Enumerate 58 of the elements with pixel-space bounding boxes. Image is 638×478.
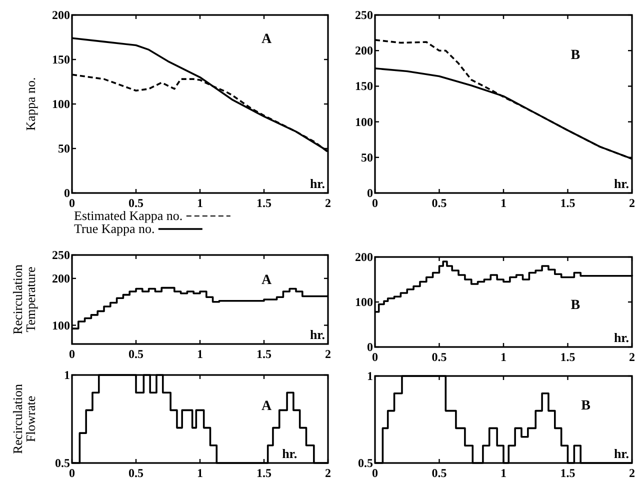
x-tick-label: 0.5 xyxy=(432,350,447,364)
y-tick-label: 200 xyxy=(52,8,70,22)
y-tick-label: 100 xyxy=(52,97,70,111)
annotation: A xyxy=(261,398,272,414)
y-tick-label: 1 xyxy=(64,368,70,382)
x-tick-label: 2 xyxy=(325,196,331,210)
x-tick-label: 1 xyxy=(500,350,506,364)
x-tick-label: 1 xyxy=(197,196,203,210)
x-axis-title: hr. xyxy=(310,327,325,342)
x-tick-label: 1.5 xyxy=(560,350,576,364)
y-tick-label: 250 xyxy=(52,248,70,262)
x-tick-label: 0.5 xyxy=(432,196,447,210)
x-tick-label: 0.5 xyxy=(128,466,144,478)
x-tick-label: 2 xyxy=(325,347,331,361)
x-tick-label: 1 xyxy=(197,466,203,478)
y-tick-label: 200 xyxy=(355,250,373,264)
x-tick-label: 1 xyxy=(500,466,506,478)
x-tick-label: 2 xyxy=(325,466,331,478)
annotation: B xyxy=(570,298,580,313)
annotation: A xyxy=(261,32,272,48)
x-axis-title: hr. xyxy=(282,446,298,461)
y-tick-label: 150 xyxy=(52,52,70,66)
y-axis-title: Recirculation Temperature xyxy=(10,264,38,335)
x-tick-label: 1.5 xyxy=(256,347,272,361)
x-tick-label: 1.5 xyxy=(560,466,576,478)
y-tick-label: 100 xyxy=(52,318,70,332)
y-axis-title: Recirculation Flowrate xyxy=(10,383,38,454)
x-tick-label: 1.5 xyxy=(256,196,272,210)
x-tick-label: 1 xyxy=(197,347,203,361)
annotation: B xyxy=(581,398,590,414)
annotation: A xyxy=(261,273,272,288)
x-tick-label: 0.5 xyxy=(432,466,447,478)
y-axis-title: Kappa no. xyxy=(23,77,38,131)
annotation: B xyxy=(570,48,580,64)
x-tick-label: 0.5 xyxy=(128,196,144,210)
x-tick-label: 1 xyxy=(500,196,506,210)
y-tick-label: 200 xyxy=(52,271,70,286)
x-axis-title: hr. xyxy=(614,330,629,345)
x-tick-label: 2 xyxy=(629,466,635,478)
x-tick-label: 2 xyxy=(629,196,635,210)
y-tick-label: 50 xyxy=(58,142,70,156)
x-tick-label: 0.5 xyxy=(128,347,144,361)
y-tick-label: 0 xyxy=(64,186,70,200)
y-tick-label: 0 xyxy=(367,186,373,200)
y-tick-label: 50 xyxy=(361,150,373,164)
y-tick-label: 200 xyxy=(355,44,373,58)
y-tick-label: 1 xyxy=(367,369,373,383)
x-tick-label: 1.5 xyxy=(560,196,576,210)
x-tick-label: 1.5 xyxy=(256,466,272,478)
y-tick-label: 100 xyxy=(355,295,373,309)
y-tick-label: 250 xyxy=(355,8,373,22)
legend-label: Estimated Kappa no. xyxy=(74,208,183,223)
x-tick-label: 2 xyxy=(629,350,635,364)
y-tick-label: 100 xyxy=(355,114,373,129)
x-axis-title: hr. xyxy=(310,176,325,191)
x-axis-title: hr. xyxy=(614,446,629,461)
y-tick-label: 150 xyxy=(355,79,373,94)
x-axis-title: hr. xyxy=(614,176,629,191)
